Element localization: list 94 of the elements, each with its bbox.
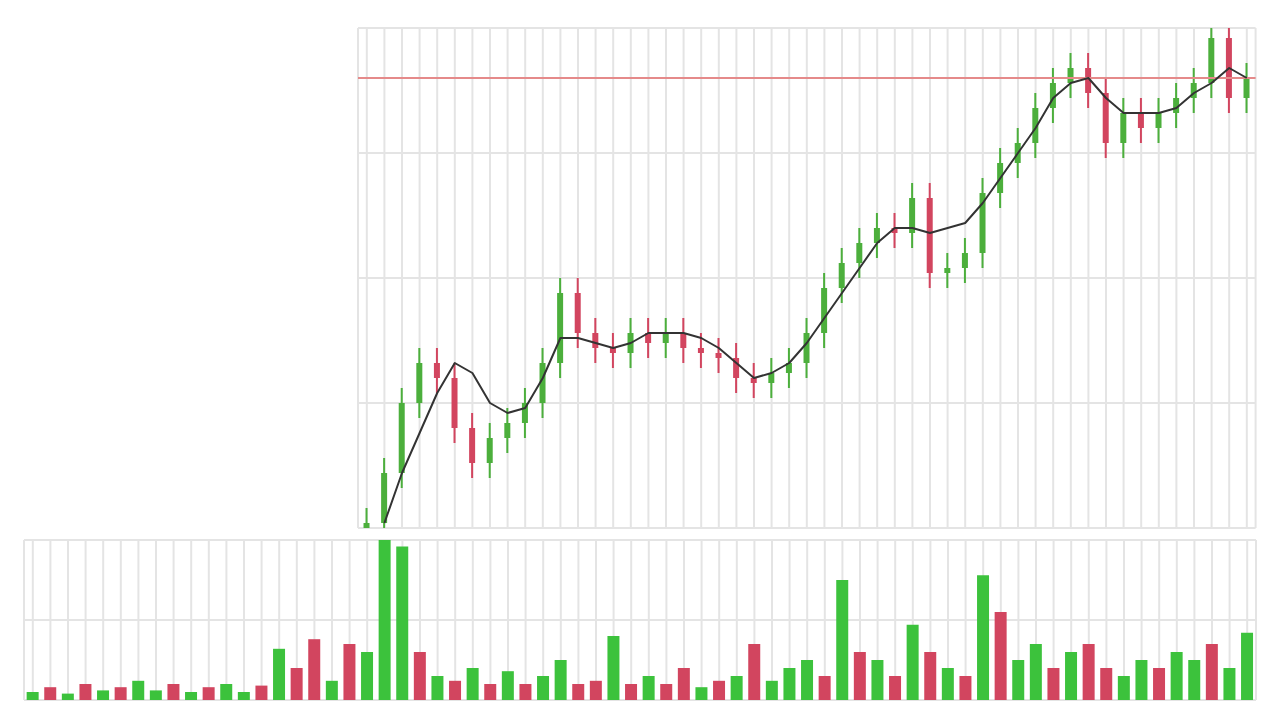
bar	[836, 580, 849, 700]
bar	[501, 671, 514, 700]
bar	[642, 676, 655, 700]
candlestick	[1032, 92, 1039, 159]
candlestick	[434, 347, 441, 394]
bar	[202, 687, 215, 700]
bar	[484, 684, 497, 700]
candlestick	[504, 407, 511, 454]
bar	[889, 676, 902, 700]
candlestick	[1208, 28, 1215, 99]
bar	[1117, 676, 1130, 700]
bar	[1082, 644, 1095, 700]
bar	[607, 636, 620, 700]
bar	[1135, 660, 1148, 700]
bar	[325, 680, 338, 700]
bar	[695, 687, 708, 700]
bar	[906, 624, 919, 700]
bar	[853, 652, 866, 700]
candlestick	[751, 362, 758, 399]
bar	[748, 644, 761, 700]
candlestick	[1120, 97, 1127, 159]
candlestick	[1155, 97, 1162, 144]
bar	[713, 680, 726, 700]
bar	[308, 639, 321, 700]
bar	[924, 652, 937, 700]
candlestick	[821, 272, 828, 349]
bar	[994, 612, 1007, 700]
bar	[730, 676, 743, 700]
bar	[114, 687, 127, 700]
bar	[61, 693, 74, 700]
bar	[783, 668, 796, 700]
candlestick	[416, 347, 423, 419]
bar	[431, 676, 444, 700]
bar	[237, 692, 250, 700]
bar	[660, 684, 673, 700]
bar	[1029, 644, 1042, 700]
bar	[625, 684, 638, 700]
candlestick	[962, 237, 969, 284]
bar	[1223, 668, 1236, 700]
bar	[449, 680, 462, 700]
bar	[959, 676, 972, 700]
bar	[1188, 660, 1201, 700]
bar	[977, 575, 990, 700]
bar	[941, 668, 954, 700]
candlestick	[680, 317, 687, 364]
bar	[413, 652, 426, 700]
candlestick	[715, 337, 722, 374]
bar	[801, 660, 814, 700]
bar	[1047, 668, 1060, 700]
bar	[273, 648, 286, 700]
bar	[26, 692, 39, 700]
bar	[519, 684, 532, 700]
bar	[677, 668, 690, 700]
candlestick	[874, 212, 881, 259]
bar	[818, 676, 831, 700]
bar	[1205, 644, 1218, 700]
candlestick	[1138, 97, 1145, 144]
candlestick	[856, 227, 863, 279]
candlestick	[909, 182, 916, 249]
bar	[149, 690, 162, 700]
bar	[1170, 652, 1183, 700]
bar	[361, 652, 374, 700]
bar	[765, 680, 778, 700]
candlestick	[487, 422, 494, 479]
bar	[220, 684, 233, 700]
candlestick	[575, 277, 582, 349]
bar	[537, 676, 550, 700]
bar	[589, 680, 602, 700]
candlestick	[839, 247, 846, 304]
bar	[466, 668, 479, 700]
bar	[97, 690, 110, 700]
bar	[44, 687, 57, 700]
candlestick	[663, 317, 670, 359]
bar	[79, 684, 92, 700]
candlestick	[944, 252, 951, 289]
bar	[1065, 652, 1078, 700]
bar	[1153, 668, 1166, 700]
bar	[1241, 632, 1254, 700]
candlestick	[469, 412, 476, 479]
bar	[378, 540, 391, 700]
bar	[1012, 660, 1025, 700]
bar	[290, 668, 303, 700]
bar	[554, 660, 567, 700]
candlestick	[1243, 62, 1250, 114]
candlestick	[698, 332, 705, 369]
bar	[396, 546, 409, 700]
bar	[343, 644, 356, 700]
bar	[167, 684, 180, 700]
bar	[185, 692, 198, 700]
bar	[1100, 668, 1113, 700]
bar	[572, 684, 585, 700]
bar	[255, 685, 268, 700]
bar	[132, 680, 145, 700]
bar	[871, 660, 884, 700]
